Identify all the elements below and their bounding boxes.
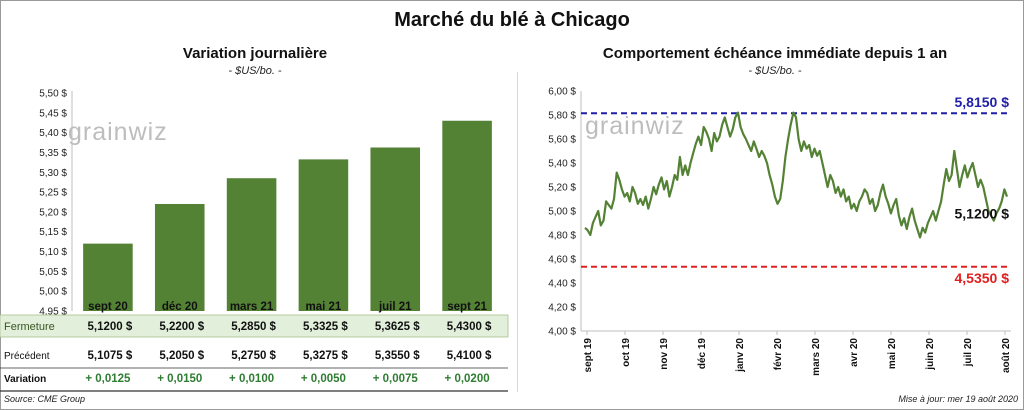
y-tick-label: 5,35 $ (39, 148, 67, 159)
y-tick-label: 5,05 $ (39, 267, 67, 278)
table-cell: + 0,0050 (301, 373, 346, 385)
y-tick-label: 5,00 $ (548, 207, 576, 218)
left-chart-subtitle: - $US/bo. - (228, 65, 282, 77)
table-cell: 5,3275 $ (303, 350, 348, 362)
x-tick-label: août 20 (1001, 338, 1012, 373)
y-tick-label: 5,45 $ (39, 108, 67, 119)
x-category-label: sept 20 (88, 301, 128, 313)
x-tick-label: mars 20 (811, 338, 822, 376)
table-cell: 5,2750 $ (231, 350, 276, 362)
x-tick-label: juin 20 (925, 338, 936, 371)
left-chart-title: Variation journalière (182, 45, 328, 62)
table-cell: + 0,0100 (229, 373, 274, 385)
y-tick-label: 4,80 $ (548, 231, 576, 242)
table-row-label: Fermeture (4, 321, 55, 333)
y-tick-label: 5,25 $ (39, 188, 67, 199)
table-cell: 5,2050 $ (159, 350, 204, 362)
table-cell: + 0,0200 (445, 373, 490, 385)
table-cell: + 0,0150 (157, 373, 202, 385)
y-tick-label: 5,30 $ (39, 168, 67, 179)
y-tick-label: 4,60 $ (548, 255, 576, 266)
y-tick-label: 4,00 $ (548, 327, 576, 338)
y-tick-label: 5,80 $ (548, 111, 576, 122)
y-tick-label: 5,20 $ (39, 207, 67, 218)
one-year-line-chart: 4,00 $ 4,20 $ 4,40 $ 4,60 $ 4,80 $ 5,00 $ 5,20… (548, 87, 1012, 376)
x-category-label: juil 21 (378, 301, 412, 313)
x-tick-label: févr 20 (773, 338, 784, 371)
y-tick-label: 5,10 $ (39, 247, 67, 258)
x-tick-label: avr 20 (849, 338, 860, 367)
low-reference-label: 4,5350 $ (955, 270, 1010, 286)
table-cell: 5,2200 $ (159, 321, 204, 333)
y-tick-label: 5,15 $ (39, 227, 67, 238)
y-tick-label: 4,95 $ (39, 307, 67, 318)
bar (154, 203, 205, 311)
table-cell: + 0,0075 (373, 373, 419, 385)
y-tick-label: 4,40 $ (548, 279, 576, 290)
table-cell: 5,1075 $ (88, 350, 133, 362)
right-chart-subtitle: - $US/bo. - (748, 65, 802, 77)
update-date: Mise à jour: mer 19 août 2020 (898, 394, 1018, 404)
x-tick-label: janv 20 (735, 338, 746, 373)
x-tick-label: nov 19 (659, 338, 670, 370)
source-note: Source: CME Group (4, 394, 86, 404)
right-chart-title: Comportement échéance immédiate depuis 1… (602, 45, 948, 62)
table-cell: 5,3325 $ (303, 321, 348, 333)
table-cell: 5,2850 $ (231, 321, 276, 333)
x-tick-label: mai 20 (887, 338, 898, 370)
watermark-logo-right: grainwiz (585, 112, 685, 140)
y-tick-label: 5,40 $ (548, 159, 576, 170)
y-tick-label: 4,20 $ (548, 303, 576, 314)
y-tick-label: 5,60 $ (548, 135, 576, 146)
bar (83, 243, 133, 311)
fermeture-row-band (0, 314, 509, 338)
x-category-label: sept 21 (447, 301, 487, 313)
table-row-label: Précédent (4, 351, 50, 362)
x-category-label: déc 20 (162, 301, 198, 313)
y-tick-label: 5,40 $ (39, 128, 67, 139)
table-cell: 5,1200 $ (88, 321, 133, 333)
x-tick-label: déc 19 (697, 338, 708, 370)
table-row-label: Variation (4, 374, 46, 385)
x-tick-label: juil 20 (963, 338, 974, 368)
table-cell: + 0,0125 (85, 373, 131, 385)
x-tick-label: sept 19 (583, 338, 594, 373)
y-tick-label: 5,00 $ (39, 287, 67, 298)
panel-divider (517, 72, 518, 392)
daily-variation-bar-chart: 4,95 $ 5,00 $ 5,05 $ 5,10 $ 5,15 $ 5,20 $ 5,25… (0, 89, 509, 392)
x-tick-label: oct 19 (621, 338, 632, 367)
bar (298, 159, 349, 311)
bar (226, 178, 277, 311)
table-cell: 5,4100 $ (447, 350, 492, 362)
high-reference-label: 5,8150 $ (955, 94, 1010, 110)
x-category-label: mai 21 (306, 301, 342, 313)
page-title: Marché du blé à Chicago (394, 9, 630, 31)
y-tick-label: 5,50 $ (39, 89, 67, 100)
table-cell: 5,3625 $ (375, 321, 420, 333)
price-series-line (584, 111, 1009, 239)
last-price-label: 5,1200 $ (955, 206, 1010, 222)
table-cell: 5,4300 $ (447, 321, 492, 333)
bar (442, 120, 492, 311)
bar (370, 147, 421, 311)
x-category-label: mars 21 (230, 301, 274, 313)
y-tick-label: 5,20 $ (548, 183, 576, 194)
y-tick-label: 6,00 $ (548, 87, 576, 98)
table-cell: 5,3550 $ (375, 350, 420, 362)
watermark-logo-left: grainwiz (68, 118, 168, 146)
